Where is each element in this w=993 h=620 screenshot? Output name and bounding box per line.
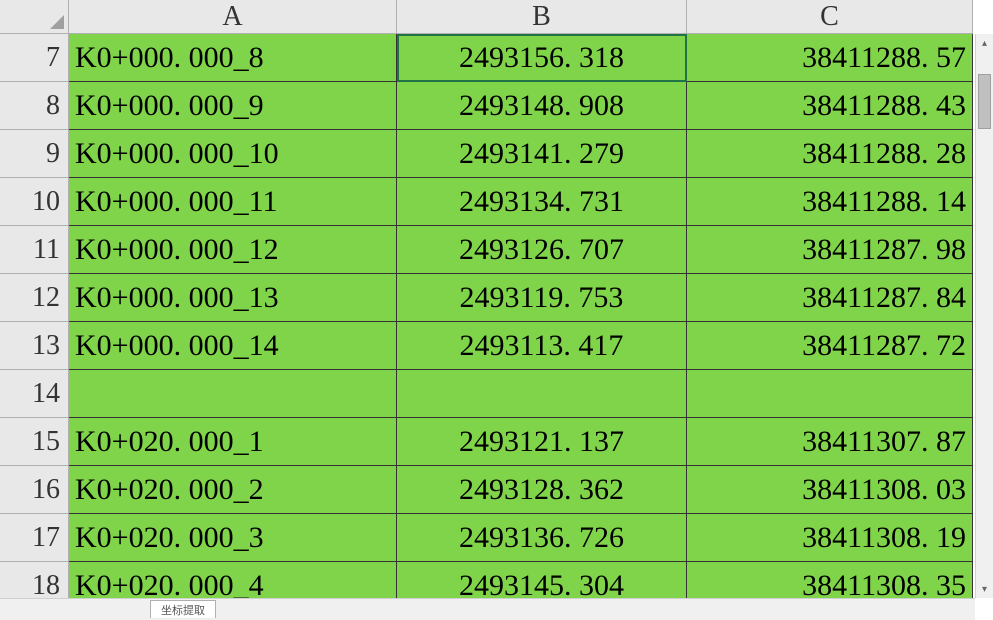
row-header-16[interactable]: 16 bbox=[0, 466, 69, 514]
table-row: K0+000. 000_112493134. 73138411288. 14 bbox=[69, 178, 973, 226]
row-header-8[interactable]: 8 bbox=[0, 82, 69, 130]
cell-B9[interactable]: 2493141. 279 bbox=[397, 130, 687, 178]
table-row: K0+000. 000_122493126. 70738411287. 98 bbox=[69, 226, 973, 274]
cell-A15[interactable]: K0+020. 000_1 bbox=[69, 418, 397, 466]
row-header-7[interactable]: 7 bbox=[0, 34, 69, 82]
cell-grid: K0+000. 000_82493156. 31838411288. 57K0+… bbox=[69, 34, 973, 610]
row-header-13[interactable]: 13 bbox=[0, 322, 69, 370]
scroll-thumb[interactable] bbox=[978, 74, 991, 129]
cell-C12[interactable]: 38411287. 84 bbox=[687, 274, 973, 322]
cell-A13[interactable]: K0+000. 000_14 bbox=[69, 322, 397, 370]
cell-A7[interactable]: K0+000. 000_8 bbox=[69, 34, 397, 82]
spreadsheet-view: ABC 789101112131415161718 K0+000. 000_82… bbox=[0, 0, 993, 620]
cell-B16[interactable]: 2493128. 362 bbox=[397, 466, 687, 514]
sheet-tab[interactable]: 坐标提取 bbox=[150, 600, 216, 618]
row-header-11[interactable]: 11 bbox=[0, 226, 69, 274]
cell-A8[interactable]: K0+000. 000_9 bbox=[69, 82, 397, 130]
table-row: K0+000. 000_102493141. 27938411288. 28 bbox=[69, 130, 973, 178]
select-all-corner[interactable] bbox=[0, 0, 69, 34]
table-row bbox=[69, 370, 973, 418]
cell-A10[interactable]: K0+000. 000_11 bbox=[69, 178, 397, 226]
column-headers: ABC bbox=[69, 0, 973, 34]
scroll-down-icon[interactable]: ▾ bbox=[976, 580, 993, 598]
cell-C10[interactable]: 38411288. 14 bbox=[687, 178, 973, 226]
row-header-17[interactable]: 17 bbox=[0, 514, 69, 562]
cell-A17[interactable]: K0+020. 000_3 bbox=[69, 514, 397, 562]
column-header-B[interactable]: B bbox=[397, 0, 687, 34]
vertical-scrollbar[interactable]: ▴ ▾ bbox=[975, 34, 993, 598]
table-row: K0+000. 000_142493113. 41738411287. 72 bbox=[69, 322, 973, 370]
cell-B8[interactable]: 2493148. 908 bbox=[397, 82, 687, 130]
row-header-14[interactable]: 14 bbox=[0, 370, 69, 418]
row-header-12[interactable]: 12 bbox=[0, 274, 69, 322]
cell-C16[interactable]: 38411308. 03 bbox=[687, 466, 973, 514]
cell-B17[interactable]: 2493136. 726 bbox=[397, 514, 687, 562]
row-header-10[interactable]: 10 bbox=[0, 178, 69, 226]
cell-A12[interactable]: K0+000. 000_13 bbox=[69, 274, 397, 322]
column-header-A[interactable]: A bbox=[69, 0, 397, 34]
cell-C14[interactable] bbox=[687, 370, 973, 418]
cell-C9[interactable]: 38411288. 28 bbox=[687, 130, 973, 178]
cell-C8[interactable]: 38411288. 43 bbox=[687, 82, 973, 130]
column-header-C[interactable]: C bbox=[687, 0, 973, 34]
horizontal-scrollbar[interactable]: 坐标提取 bbox=[0, 598, 975, 620]
cell-B14[interactable] bbox=[397, 370, 687, 418]
cell-B11[interactable]: 2493126. 707 bbox=[397, 226, 687, 274]
cell-A14[interactable] bbox=[69, 370, 397, 418]
cell-C7[interactable]: 38411288. 57 bbox=[687, 34, 973, 82]
row-header-15[interactable]: 15 bbox=[0, 418, 69, 466]
scroll-up-icon[interactable]: ▴ bbox=[976, 34, 993, 52]
row-header-9[interactable]: 9 bbox=[0, 130, 69, 178]
cell-A16[interactable]: K0+020. 000_2 bbox=[69, 466, 397, 514]
cell-C15[interactable]: 38411307. 87 bbox=[687, 418, 973, 466]
table-row: K0+000. 000_82493156. 31838411288. 57 bbox=[69, 34, 973, 82]
row-headers: 789101112131415161718 bbox=[0, 34, 69, 610]
cell-A9[interactable]: K0+000. 000_10 bbox=[69, 130, 397, 178]
table-row: K0+020. 000_22493128. 36238411308. 03 bbox=[69, 466, 973, 514]
cell-A11[interactable]: K0+000. 000_12 bbox=[69, 226, 397, 274]
cell-B13[interactable]: 2493113. 417 bbox=[397, 322, 687, 370]
cell-B15[interactable]: 2493121. 137 bbox=[397, 418, 687, 466]
cell-B10[interactable]: 2493134. 731 bbox=[397, 178, 687, 226]
cell-B12[interactable]: 2493119. 753 bbox=[397, 274, 687, 322]
table-row: K0+000. 000_132493119. 75338411287. 84 bbox=[69, 274, 973, 322]
table-row: K0+000. 000_92493148. 90838411288. 43 bbox=[69, 82, 973, 130]
table-row: K0+020. 000_12493121. 13738411307. 87 bbox=[69, 418, 973, 466]
cell-C11[interactable]: 38411287. 98 bbox=[687, 226, 973, 274]
cell-C17[interactable]: 38411308. 19 bbox=[687, 514, 973, 562]
cell-B7[interactable]: 2493156. 318 bbox=[397, 34, 687, 82]
cell-C13[interactable]: 38411287. 72 bbox=[687, 322, 973, 370]
table-row: K0+020. 000_32493136. 72638411308. 19 bbox=[69, 514, 973, 562]
